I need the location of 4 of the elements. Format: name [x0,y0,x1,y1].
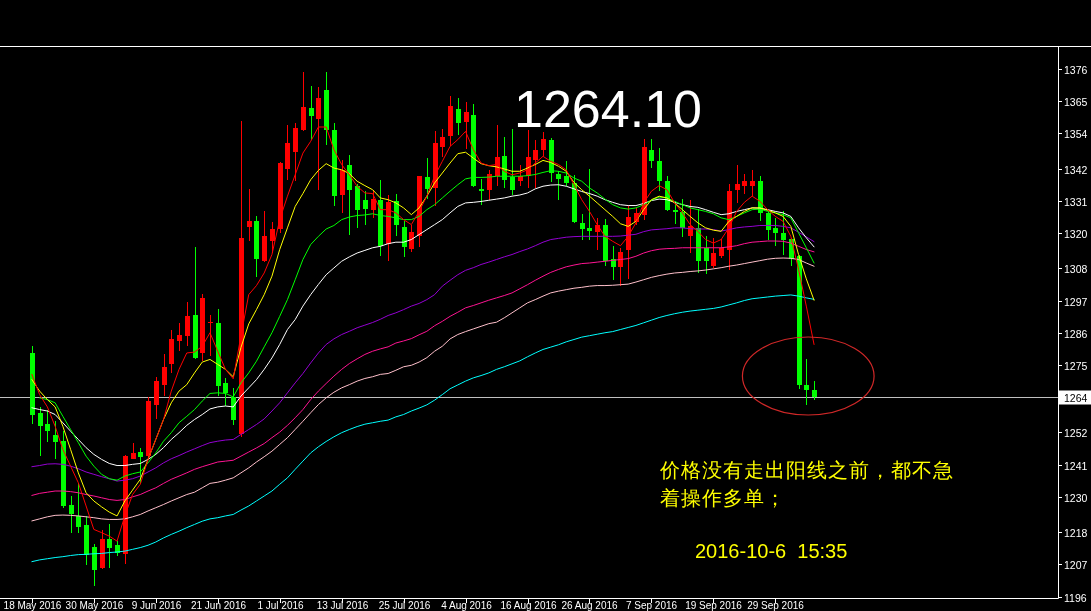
annotation: 价格没有走出阳线之前，都不急着操作多单； [660,457,955,512]
annotation: 1264.10 [514,80,702,138]
ref-line-label: 1264 [1064,391,1088,404]
annotation: 2016-10-6 15:35 [695,540,848,562]
